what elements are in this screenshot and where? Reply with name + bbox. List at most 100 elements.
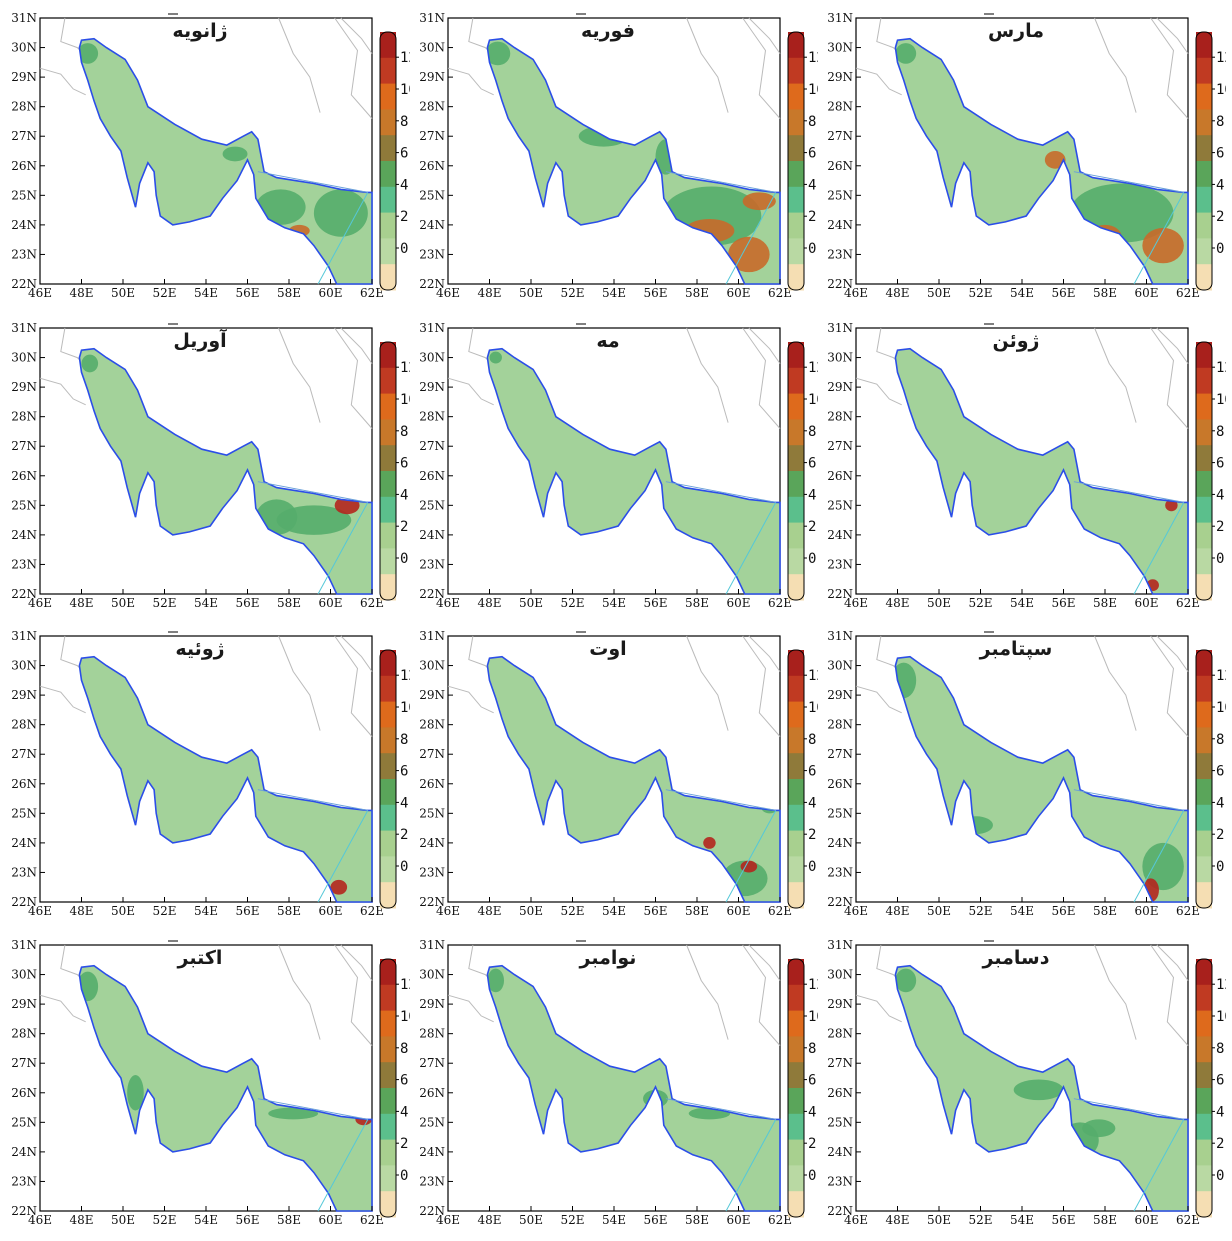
colorbar-label: 0 [808, 241, 816, 257]
y-tick-label: 22N [11, 277, 37, 291]
country-border [1156, 17, 1189, 54]
y-tick-label: 27N [827, 747, 853, 761]
x-tick-label: 56E [235, 904, 259, 918]
panel-title: اوت [589, 638, 627, 660]
y-tick-label: 30N [419, 968, 445, 982]
colorbar-segment [1196, 1036, 1212, 1063]
y-tick-label: 27N [419, 439, 445, 453]
x-tick-label: 48E [885, 904, 909, 918]
colorbar-segment [380, 522, 396, 549]
colorbar-label: 2 [1216, 1136, 1224, 1152]
y-tick-label: 27N [827, 129, 853, 143]
x-tick-label: 50E [519, 1213, 543, 1227]
x-tick-label: 58E [1093, 596, 1117, 610]
x-tick-label: 46E [28, 904, 52, 918]
colorbar-segment [788, 57, 804, 85]
colorbar-segment [788, 342, 804, 369]
boundary-line [317, 192, 369, 285]
colorbar-segment [788, 32, 804, 59]
colorbar-label: 2 [808, 827, 816, 843]
x-tick-label: 62E [1176, 1213, 1200, 1227]
map-panel: 46E 48E 50E 52E 54E 56E 58E 60E 62E 22N 23N 24N 25N 2… [408, 316, 818, 624]
colorbar-segment [1196, 574, 1212, 601]
colorbar-segment [788, 727, 804, 754]
value-patch [1013, 1079, 1064, 1101]
country-border [1150, 17, 1189, 119]
boundary-line [725, 810, 777, 903]
colorbar-label: 12 [1216, 50, 1226, 66]
colorbar-label: 8 [1216, 732, 1224, 748]
colorbar-segment [1196, 548, 1212, 575]
colorbar-segment [380, 212, 396, 239]
colorbar-frame [379, 31, 397, 291]
x-tick-label: 62E [1176, 596, 1200, 610]
map-panel: 46E 48E 50E 52E 54E 56E 58E 60E 62E 22N 23N 24N 25N 2… [816, 624, 1226, 932]
colorbar-segment [380, 109, 396, 136]
y-tick-label: 28N [11, 1027, 37, 1041]
y-tick-label: 25N [827, 806, 853, 820]
colorbar-frame [1195, 649, 1213, 909]
boundary-line [257, 789, 368, 811]
colorbar-label: 10 [808, 82, 818, 98]
y-tick-label: 28N [11, 100, 37, 114]
colorbar-segment [788, 1191, 804, 1218]
colorbar-segment [380, 161, 396, 188]
colorbar-segment [380, 1165, 396, 1192]
value-patch [895, 43, 917, 64]
x-tick-label: 62E [360, 904, 384, 918]
y-tick-label: 24N [11, 836, 37, 850]
colorbar-segment [380, 804, 396, 832]
x-tick-label: 58E [1093, 904, 1117, 918]
colorbar-label: 4 [400, 487, 408, 503]
boundary-line [725, 502, 777, 595]
x-tick-label: 46E [436, 596, 460, 610]
colorbar-label: 2 [1216, 827, 1224, 843]
colorbar-label: 0 [808, 551, 816, 567]
colorbar-segment [380, 1010, 396, 1037]
colorbar-segment [788, 548, 804, 575]
colorbar-segment [1196, 650, 1212, 677]
colorbar-label: 2 [1216, 209, 1224, 225]
colorbar-segment [380, 548, 396, 575]
colorbar-segment [1196, 1165, 1212, 1192]
y-tick-label: 27N [11, 747, 37, 761]
country-border [340, 17, 373, 54]
colorbar-segment [1196, 522, 1212, 549]
y-tick-label: 22N [419, 277, 445, 291]
colorbar-label: 4 [808, 795, 816, 811]
colorbar-label: 6 [400, 146, 408, 162]
colorbar-label: 12 [808, 360, 818, 376]
y-tick-label: 24N [419, 528, 445, 542]
y-tick-label: 29N [419, 997, 445, 1011]
country-border [686, 635, 729, 731]
colorbar-segment [1196, 1088, 1212, 1115]
colorbar-segment [788, 701, 804, 728]
colorbar-segment [380, 1036, 396, 1063]
country-border [447, 994, 494, 1023]
colorbar-label: 12 [400, 977, 410, 993]
colorbar-label: 2 [808, 209, 816, 225]
x-tick-label: 48E [69, 286, 93, 300]
country-border [1156, 327, 1189, 364]
country-border [686, 17, 729, 113]
x-tick-label: 62E [768, 286, 792, 300]
y-tick-label: 23N [827, 1174, 853, 1188]
x-tick-label: 46E [28, 286, 52, 300]
colorbar-segment [1196, 32, 1212, 59]
colorbar-segment [380, 186, 396, 214]
country-border [334, 944, 373, 1046]
x-tick-label: 52E [560, 904, 584, 918]
coastline [894, 347, 1189, 595]
x-tick-label: 50E [111, 1213, 135, 1227]
y-tick-label: 24N [11, 218, 37, 232]
value-patch [268, 1107, 319, 1120]
panel-title: آوریل [173, 330, 227, 352]
country-border [278, 17, 321, 113]
panel-title: فوریه [581, 20, 635, 42]
y-tick-label: 24N [419, 836, 445, 850]
colorbar-segment [788, 522, 804, 549]
y-tick-label: 26N [11, 1086, 37, 1100]
colorbar-segment [788, 496, 804, 524]
map-panel: 46E 48E 50E 52E 54E 56E 58E 60E 62E 22N 23N 24N 25N 2… [408, 624, 818, 932]
